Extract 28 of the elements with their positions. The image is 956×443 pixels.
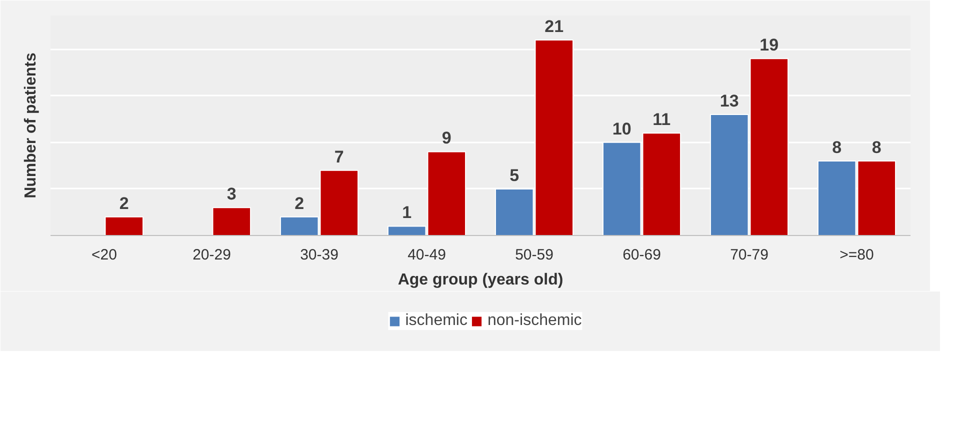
data-label: 19 (760, 36, 779, 55)
legend-label: non-ischemic (487, 312, 582, 330)
legend-label: ischemic (405, 312, 468, 330)
data-label: 1 (402, 203, 412, 222)
data-label: 11 (652, 110, 671, 130)
x-tick-label: 30-39 (300, 246, 338, 264)
data-label: 13 (720, 91, 739, 110)
x-tick-label: 50-59 (515, 246, 554, 264)
data-label: 10 (612, 119, 632, 138)
data-label: 2 (119, 194, 129, 213)
bar (212, 207, 252, 236)
x-tick-label: >=80 (840, 246, 874, 264)
data-label: 5 (510, 166, 520, 185)
data-label: 8 (872, 138, 882, 158)
data-label: 2 (294, 194, 304, 213)
data-label: 21 (544, 16, 564, 36)
x-axis-title: Age group (years old) (398, 272, 564, 288)
data-label: 9 (442, 128, 452, 148)
x-tick-label: 20-29 (192, 246, 231, 264)
x-tick-label: <20 (92, 246, 117, 264)
x-tick-label: 60-69 (622, 246, 661, 264)
data-label: 3 (226, 184, 236, 204)
y-axis-title: Number of patients (22, 52, 40, 198)
bar (104, 216, 144, 236)
x-tick-label: 40-49 (408, 246, 446, 264)
data-label: 8 (832, 138, 842, 158)
x-tick-label: 70-79 (730, 246, 768, 264)
data-label: 7 (334, 147, 344, 166)
